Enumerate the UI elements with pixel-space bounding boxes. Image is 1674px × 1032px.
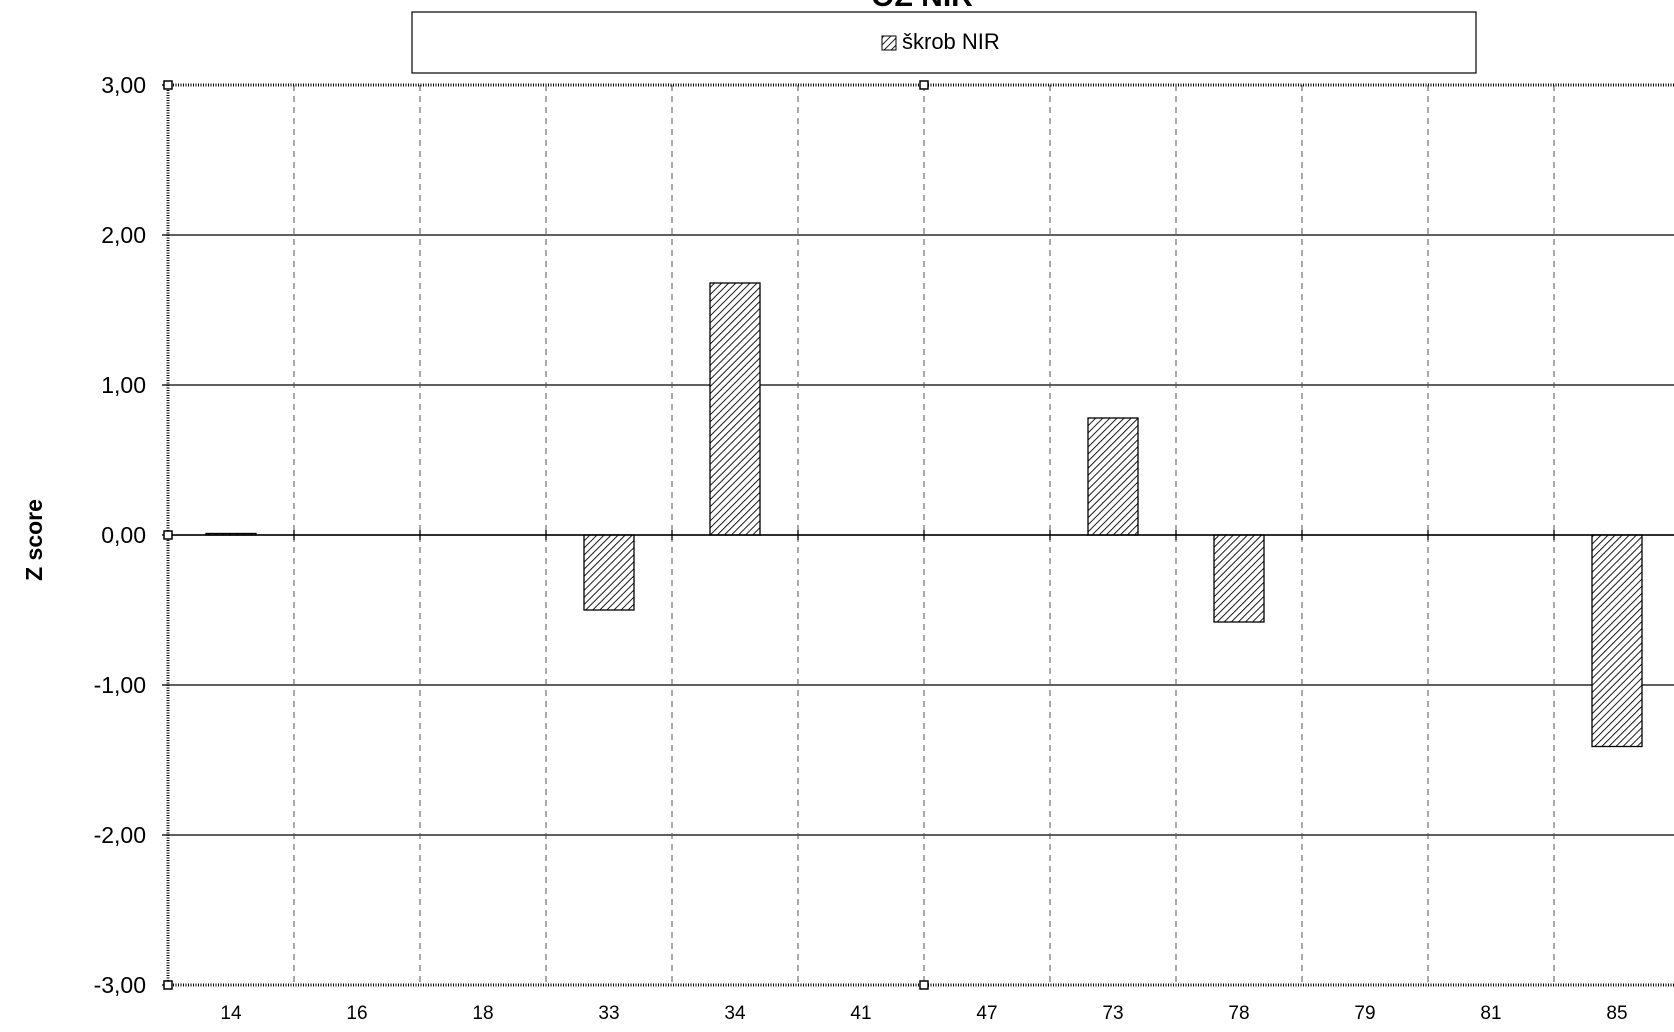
bar [583, 534, 635, 611]
grid [168, 85, 1674, 985]
y-tick-label: -3,00 [94, 972, 146, 998]
axis-marker [163, 530, 173, 540]
x-tick-label: 47 [976, 1003, 997, 1024]
legend-label: škrob NIR [902, 29, 1000, 54]
y-tick-label: 3,00 [101, 72, 146, 98]
bars [205, 282, 1643, 748]
axis-marker [163, 80, 173, 90]
x-tick-label: 33 [598, 1003, 619, 1024]
x-tick-label: 78 [1228, 1003, 1249, 1024]
bar [1087, 417, 1139, 536]
y-tick-label: -1,00 [94, 672, 146, 698]
legend-box [411, 11, 1477, 74]
y-axis-label: Z score [21, 499, 47, 581]
y-tick-label: 0,00 [101, 522, 146, 548]
x-tick-label: 41 [850, 1003, 871, 1024]
x-tick-label: 79 [1354, 1003, 1375, 1024]
x-tick-label: 34 [724, 1003, 746, 1024]
chart-title: OZ NIR [871, 0, 973, 13]
y-tick-label: -2,00 [94, 822, 146, 848]
legend-swatch [881, 35, 897, 51]
legend: škrob NIR [411, 11, 1477, 74]
bar [709, 282, 761, 536]
x-tick-label: 18 [472, 1003, 493, 1024]
axis-marker [163, 980, 173, 990]
y-tick-label: 2,00 [101, 222, 146, 248]
tick-labels: 3,00 2,00 1,00 0,00 -1,00 -2,00 -3,00 14 16 18 33 3… [94, 72, 1628, 1024]
x-tick-label: 81 [1480, 1003, 1501, 1024]
axis-marker [919, 980, 929, 990]
x-tick-label: 16 [346, 1003, 367, 1024]
bar [1591, 534, 1643, 748]
x-tick-label: 14 [220, 1003, 242, 1024]
bar [1213, 534, 1265, 623]
x-tick-label: 73 [1102, 1003, 1123, 1024]
axes [162, 80, 1674, 990]
x-tick-label: 85 [1606, 1003, 1627, 1024]
axis-marker [919, 80, 929, 90]
y-tick-label: 1,00 [101, 372, 146, 398]
